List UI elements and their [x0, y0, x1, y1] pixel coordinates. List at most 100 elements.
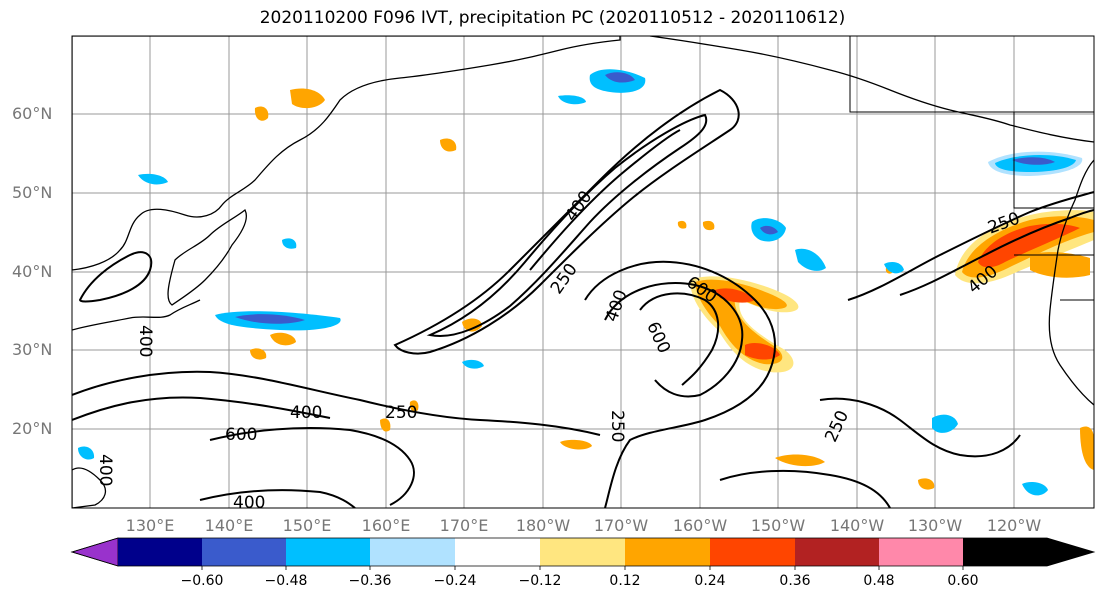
- colorbar-extend-high: [963, 538, 1094, 566]
- lon-label-160w: 160°W: [672, 516, 728, 535]
- contour-label: 400: [95, 454, 115, 486]
- shade-coast-red: [978, 223, 1080, 268]
- colorbar-bin-1: [118, 538, 202, 566]
- shade-bc-dark: [1012, 157, 1055, 165]
- contour-250-ne: [847, 191, 1094, 301]
- contour-label: 400: [233, 493, 265, 513]
- contour-600-west: [209, 427, 415, 506]
- lon-label-170e: 170°E: [439, 516, 489, 535]
- shade-blue-8: [884, 262, 904, 274]
- contour-label: 250: [385, 403, 417, 423]
- colorbar-bin-2: [202, 538, 286, 566]
- lon-label-150e: 150°E: [282, 516, 332, 535]
- contour-label: 250: [607, 410, 627, 442]
- shade-blue-4: [558, 95, 586, 105]
- colorbar-extend-low: [70, 537, 119, 567]
- contour-250-asia: [78, 251, 153, 303]
- colorbar-ticks: [201, 566, 964, 570]
- contour-400-central: [604, 282, 744, 398]
- colorbar-bin-5: [455, 538, 540, 566]
- contour-label: 400: [290, 403, 322, 423]
- border-us-canada: [1013, 112, 1094, 209]
- shade-japan-dark: [235, 314, 305, 324]
- shade-patch-7: [1080, 426, 1094, 470]
- shade-coast-south: [1030, 252, 1090, 278]
- lon-label-120w: 120°W: [986, 516, 1042, 535]
- contour-400-sw: [199, 489, 356, 508]
- coast-asia: [72, 36, 621, 271]
- contour-250-west: [72, 370, 601, 436]
- contour-400-west: [72, 396, 331, 421]
- shade-blue-3: [138, 173, 168, 185]
- shade-patch-2: [270, 332, 296, 346]
- shade-patch-4: [462, 318, 482, 332]
- coast-philippines: [72, 467, 107, 508]
- shade-okhotsk: [290, 88, 325, 109]
- colorbar-tick-label: −0.60: [180, 573, 224, 589]
- colorbar-bin-3: [286, 538, 370, 566]
- contour-250-central: [584, 260, 776, 508]
- precipitation-shading: [78, 69, 1094, 496]
- colorbar-tick-label: 0.12: [609, 573, 641, 589]
- shade-ne-pac-dark: [760, 225, 778, 235]
- colorbar-tick-label: 0.36: [779, 573, 811, 589]
- shade-blue-2: [795, 248, 826, 271]
- lon-label-140e: 140°E: [204, 516, 254, 535]
- contour-600-jet: [529, 129, 681, 271]
- shade-patch-10: [440, 138, 457, 152]
- contour-250-se: [819, 397, 1021, 458]
- lon-label-130e: 130°E: [125, 516, 175, 535]
- colorbar-tick-label: 0.60: [947, 573, 979, 589]
- colorbar: [70, 537, 1096, 570]
- shade-blue-5: [932, 414, 958, 433]
- coastlines: [72, 36, 1094, 508]
- contour-label: 400: [135, 325, 155, 357]
- shade-blue-6: [1022, 482, 1048, 496]
- colorbar-tick-label: −0.12: [518, 573, 562, 589]
- colorbar-bin-9: [795, 538, 879, 566]
- lat-label-50n: 50°N: [12, 183, 53, 202]
- lat-label-30n: 30°N: [12, 340, 53, 359]
- coast-alaska: [649, 36, 1094, 143]
- colorbar-bin-6: [540, 538, 625, 566]
- shade-patch-1: [254, 106, 269, 121]
- border-canada-alaska: [849, 36, 1094, 113]
- shade-patch-3: [250, 348, 267, 360]
- shade-blue-7: [462, 359, 484, 369]
- shade-patch-13: [677, 220, 687, 229]
- colorbar-tick-label: −0.48: [264, 573, 308, 589]
- contour-250-jet: [393, 88, 740, 355]
- lat-label-20n: 20°N: [12, 419, 53, 438]
- lon-label-150w: 150°W: [750, 516, 806, 535]
- contour-400-se: [719, 469, 891, 508]
- map-title: 2020110200 F096 IVT, precipitation PC (2…: [259, 8, 846, 28]
- border-states: [1014, 254, 1094, 301]
- lon-label-130w: 130°W: [907, 516, 963, 535]
- shade-patch-12: [702, 220, 715, 231]
- colorbar-bin-7: [625, 538, 710, 566]
- map-frame: [71, 35, 1095, 509]
- colorbar-bin-4: [370, 538, 455, 566]
- lat-label-60n: 60°N: [12, 104, 53, 123]
- shade-bering-dark: [605, 72, 635, 83]
- shade-patch-11: [918, 478, 935, 490]
- contour-400-jet: [426, 113, 708, 337]
- lon-label-170w: 170°W: [593, 516, 649, 535]
- colorbar-outline: [70, 537, 1096, 567]
- lat-label-40n: 40°N: [12, 262, 53, 281]
- shade-blue-9: [282, 238, 297, 249]
- shade-central-red-2: [745, 343, 780, 360]
- colorbar-bin-8: [710, 538, 795, 566]
- colorbar-tick-label: −0.36: [348, 573, 392, 589]
- shade-patch-5: [560, 439, 592, 450]
- colorbar-tick-label: 0.48: [863, 573, 895, 589]
- shade-blue-10: [78, 446, 95, 460]
- colorbar-tick-label: −0.24: [433, 573, 477, 589]
- coast-japan: [167, 208, 247, 306]
- contour-600-central: [639, 292, 720, 386]
- contour-label: 600: [225, 425, 257, 445]
- colorbar-bin-10: [879, 538, 963, 566]
- colorbar-tick-label: 0.24: [694, 573, 726, 589]
- shade-patch-9: [409, 400, 419, 412]
